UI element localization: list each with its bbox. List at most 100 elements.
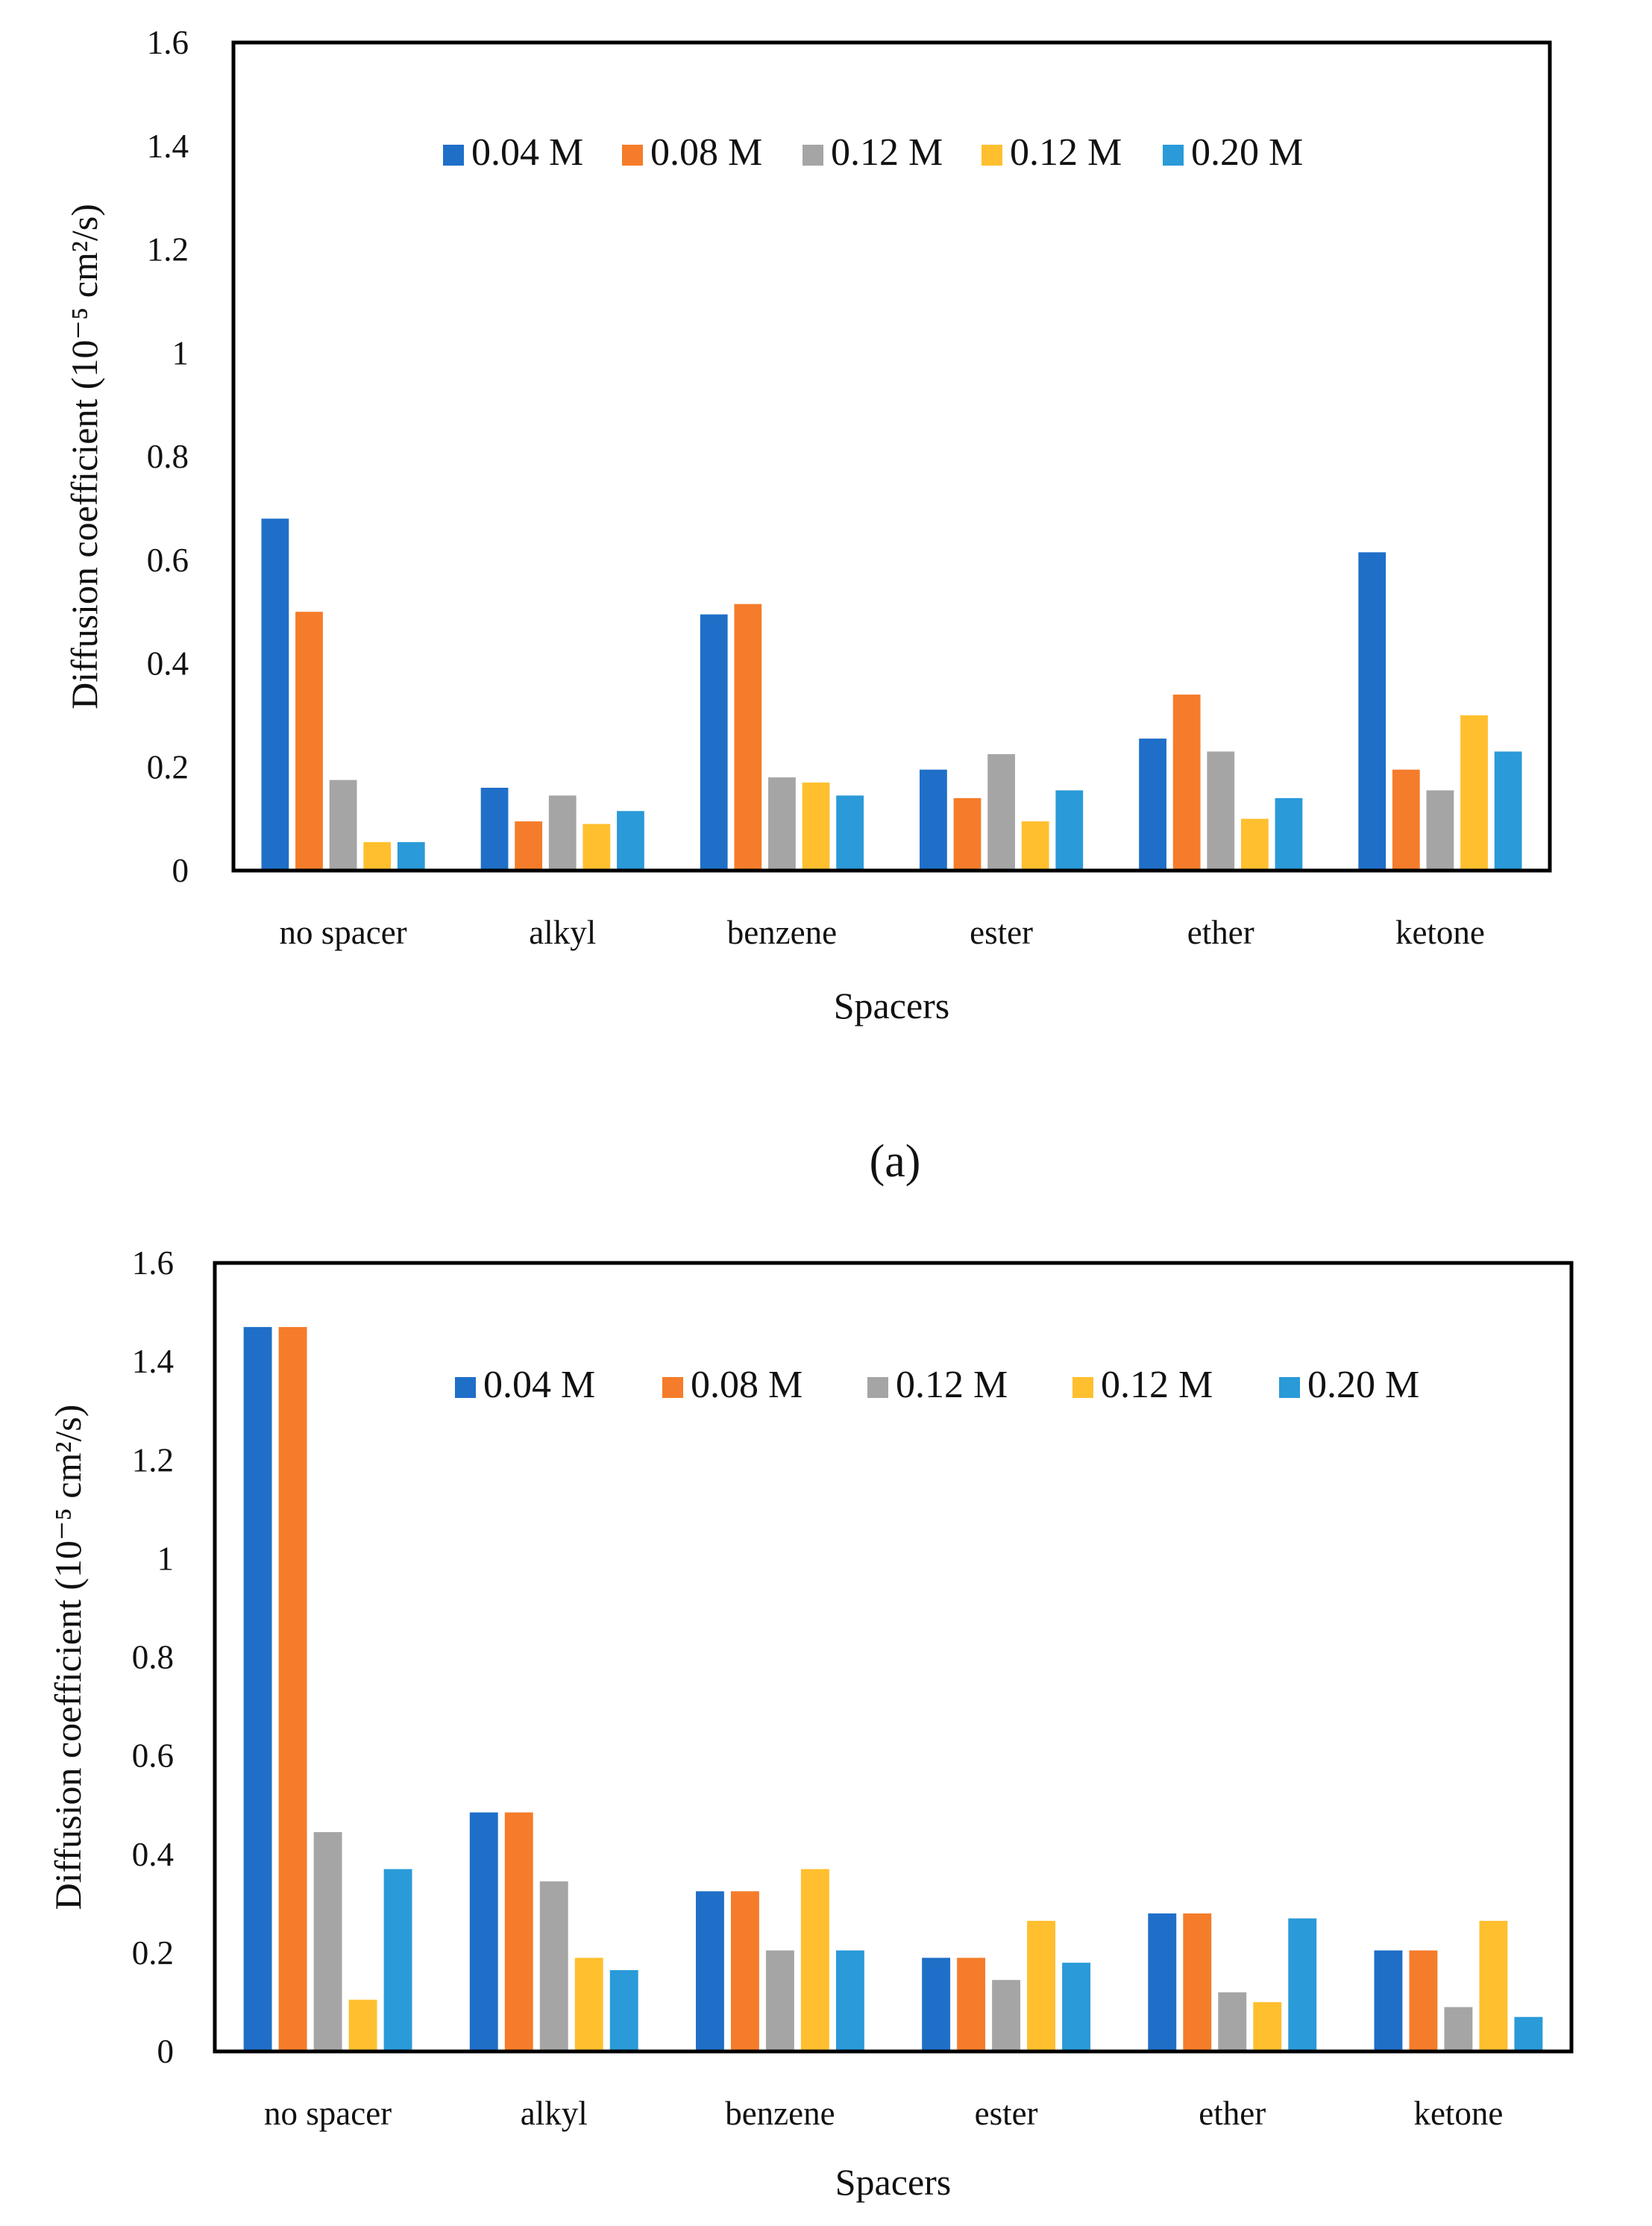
legend-label: 0.12 M xyxy=(1010,131,1122,174)
x-tick-label: benzene xyxy=(727,914,837,951)
y-tick-label: 1.2 xyxy=(132,1441,174,1479)
y-tick-label: 1.2 xyxy=(147,231,189,269)
y-tick-label: 1.6 xyxy=(147,24,189,61)
y-tick-label: 0.2 xyxy=(147,748,189,786)
legend-label: 0.20 M xyxy=(1191,131,1303,174)
bar xyxy=(1218,1992,1247,2050)
y-tick-label: 1 xyxy=(157,1540,175,1577)
bar xyxy=(800,1869,829,2050)
x-axis-title: Spacers xyxy=(834,985,950,1026)
bar xyxy=(1494,751,1522,869)
bar xyxy=(987,753,1015,869)
plot-frame xyxy=(213,1261,1574,2054)
y-tick-label: 1 xyxy=(172,334,189,371)
legend-swatch xyxy=(455,1377,476,1398)
y-tick-label: 0.4 xyxy=(132,1836,174,1873)
legend-label: 0.12 M xyxy=(1101,1364,1213,1406)
bar xyxy=(1139,739,1166,869)
legend-label: 0.12 M xyxy=(831,131,943,174)
bar xyxy=(548,795,577,869)
legend-label: 0.08 M xyxy=(691,1364,803,1406)
bar xyxy=(1148,1913,1177,2050)
bar xyxy=(920,769,947,869)
legend-label: 0.20 M xyxy=(1307,1364,1419,1406)
bar xyxy=(1358,552,1386,869)
legend-label: 0.04 M xyxy=(483,1364,595,1406)
x-tick-label: alkyl xyxy=(529,914,596,951)
bar xyxy=(765,1950,794,2050)
bar xyxy=(313,1832,342,2050)
bar xyxy=(539,1881,568,2050)
y-tick-label: 0.6 xyxy=(147,542,189,579)
bar xyxy=(1021,821,1049,869)
bar xyxy=(1207,751,1235,869)
y-tick-label: 0.2 xyxy=(132,1934,174,1972)
bar xyxy=(383,1869,412,2050)
bar xyxy=(922,1957,951,2050)
y-tick-label: 1.4 xyxy=(147,128,189,165)
bar xyxy=(730,1891,759,2050)
x-tick-label: no spacer xyxy=(279,914,406,951)
bar xyxy=(1253,2001,1282,2050)
bar xyxy=(1374,1950,1403,2050)
bar xyxy=(243,1326,272,2050)
bar xyxy=(1479,1920,1508,2050)
bar xyxy=(1409,1950,1438,2050)
legend-swatch xyxy=(982,145,1002,166)
x-tick-label: ether xyxy=(1187,914,1254,951)
bar xyxy=(1444,2007,1473,2050)
panel-label-a: (a) xyxy=(870,1136,921,1187)
x-tick-label: ketone xyxy=(1413,2095,1503,2132)
bar xyxy=(1460,715,1488,869)
y-tick-label: 0 xyxy=(172,852,189,889)
bar xyxy=(1062,1963,1091,2050)
x-tick-label: ester xyxy=(975,2095,1038,2132)
x-tick-label: ester xyxy=(970,914,1033,951)
bar xyxy=(1183,1913,1212,2050)
bar xyxy=(836,795,864,869)
y-tick-label: 0.8 xyxy=(147,438,189,475)
bar xyxy=(957,1957,986,2050)
x-axis-title: Spacers xyxy=(835,2161,952,2203)
x-tick-label: ketone xyxy=(1395,914,1485,951)
bar xyxy=(469,1812,498,2050)
legend-swatch xyxy=(1072,1377,1093,1398)
bar xyxy=(1240,818,1269,869)
legend-swatch xyxy=(1163,145,1184,166)
legend-swatch xyxy=(622,145,643,166)
y-tick-label: 0.4 xyxy=(147,645,189,683)
y-tick-label: 0.8 xyxy=(132,1639,174,1676)
y-tick-label: 0 xyxy=(157,2033,175,2070)
bar xyxy=(278,1326,307,2050)
y-axis-title: Diffusion coefficient (10⁻⁵ cm²/s) xyxy=(47,1405,89,1910)
x-tick-label: no spacer xyxy=(264,2095,392,2132)
y-tick-label: 0.6 xyxy=(132,1737,174,1775)
chart-b: 0 0.2 0.4 0.6 0.8 1 1.2 1.4 1.6 Diffusion coeffic… xyxy=(47,1244,1574,2203)
legend-label: 0.08 M xyxy=(650,131,762,174)
x-tick-label: benzene xyxy=(725,2095,835,2132)
bar xyxy=(734,603,762,869)
chart-a: 0 0.2 0.4 0.6 0.8 1 1.2 1.4 1.6 Diffusion coeffic… xyxy=(63,24,1552,1026)
legend-swatch xyxy=(1279,1377,1300,1398)
bar xyxy=(480,788,509,869)
bar xyxy=(835,1950,864,2050)
legend-swatch xyxy=(867,1377,888,1398)
legend-swatch xyxy=(662,1377,683,1398)
x-tick-label: alkyl xyxy=(521,2095,588,2132)
bar xyxy=(363,841,392,869)
bar xyxy=(504,1812,533,2050)
bar xyxy=(953,797,982,869)
bar xyxy=(1275,797,1303,869)
bar xyxy=(582,824,611,869)
bar xyxy=(574,1957,603,2050)
bar xyxy=(1288,1918,1317,2050)
legend-swatch xyxy=(443,145,464,166)
bar xyxy=(695,1891,724,2050)
bar xyxy=(609,1969,638,2050)
bar xyxy=(992,1980,1021,2050)
y-axis-title: Diffusion coefficient (10⁻⁵ cm²/s) xyxy=(63,204,105,709)
bar xyxy=(700,614,728,869)
y-tick-label: 1.4 xyxy=(132,1343,174,1380)
bar xyxy=(329,780,357,869)
